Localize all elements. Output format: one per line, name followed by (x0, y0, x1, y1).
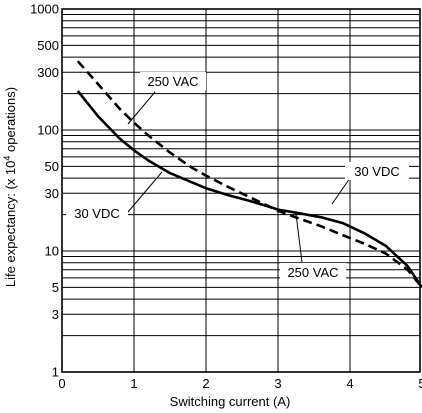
y-tick-label-100: 100 (37, 123, 59, 138)
y-tick-labels: 1 3 5 10 30 50 100 300 500 1000 (30, 2, 59, 380)
y-axis-title-exponent: 4 (2, 156, 12, 161)
series-line-30-vdc-1 (76, 90, 422, 289)
annotation-leader-2 (127, 171, 163, 213)
x-tick-label-2: 2 (202, 376, 209, 391)
annotation-bg-0 (140, 72, 206, 90)
x-tick-label-5: 5 (418, 376, 422, 391)
y-tick-label-3: 3 (52, 307, 59, 322)
y-tick-label-10: 10 (45, 244, 59, 259)
annotation-leader-0 (127, 91, 156, 125)
y-tick-label-5: 5 (52, 280, 59, 295)
y-axis-title-prefix: Life expectancy: (x 10 (3, 161, 18, 287)
y-tick-label-1000: 1000 (30, 2, 59, 17)
y-axis-title: Life expectancy: (x 104 operations) (2, 87, 18, 287)
annotation-bg-2 (66, 204, 128, 222)
x-tick-labels: 0 1 2 3 4 5 (58, 376, 422, 391)
annotation-leader-3 (295, 213, 303, 263)
plot-frame (61, 8, 421, 373)
series-layer (76, 60, 422, 289)
annotation-bg-3 (280, 263, 346, 281)
y-tick-label-50: 50 (45, 159, 59, 174)
x-tick-label-3: 3 (274, 376, 281, 391)
x-tick-label-4: 4 (346, 376, 353, 391)
annotation-label-2: 30 VDC (74, 206, 120, 221)
x-tick-label-0: 0 (58, 376, 65, 391)
annotation-label-1: 30 VDC (354, 164, 400, 179)
annotation-label-3: 250 VAC (287, 265, 338, 280)
y-axis-title-suffix: operations) (3, 87, 18, 156)
y-tick-label-30: 30 (45, 186, 59, 201)
y-tick-label-500: 500 (37, 38, 59, 53)
y-tick-label-1: 1 (52, 365, 59, 380)
annotation-bg-1 (345, 162, 409, 180)
x-axis-title: Switching current (A) (170, 394, 291, 409)
x-tick-label-1: 1 (130, 376, 137, 391)
annotation-label-0: 250 VAC (147, 74, 198, 89)
annotation-layer: 250 VAC 30 VDC 30 VDC 250 VAC (66, 72, 409, 281)
annotation-leader-1 (331, 177, 351, 205)
grid (62, 9, 420, 372)
y-tick-label-300: 300 (37, 65, 59, 80)
